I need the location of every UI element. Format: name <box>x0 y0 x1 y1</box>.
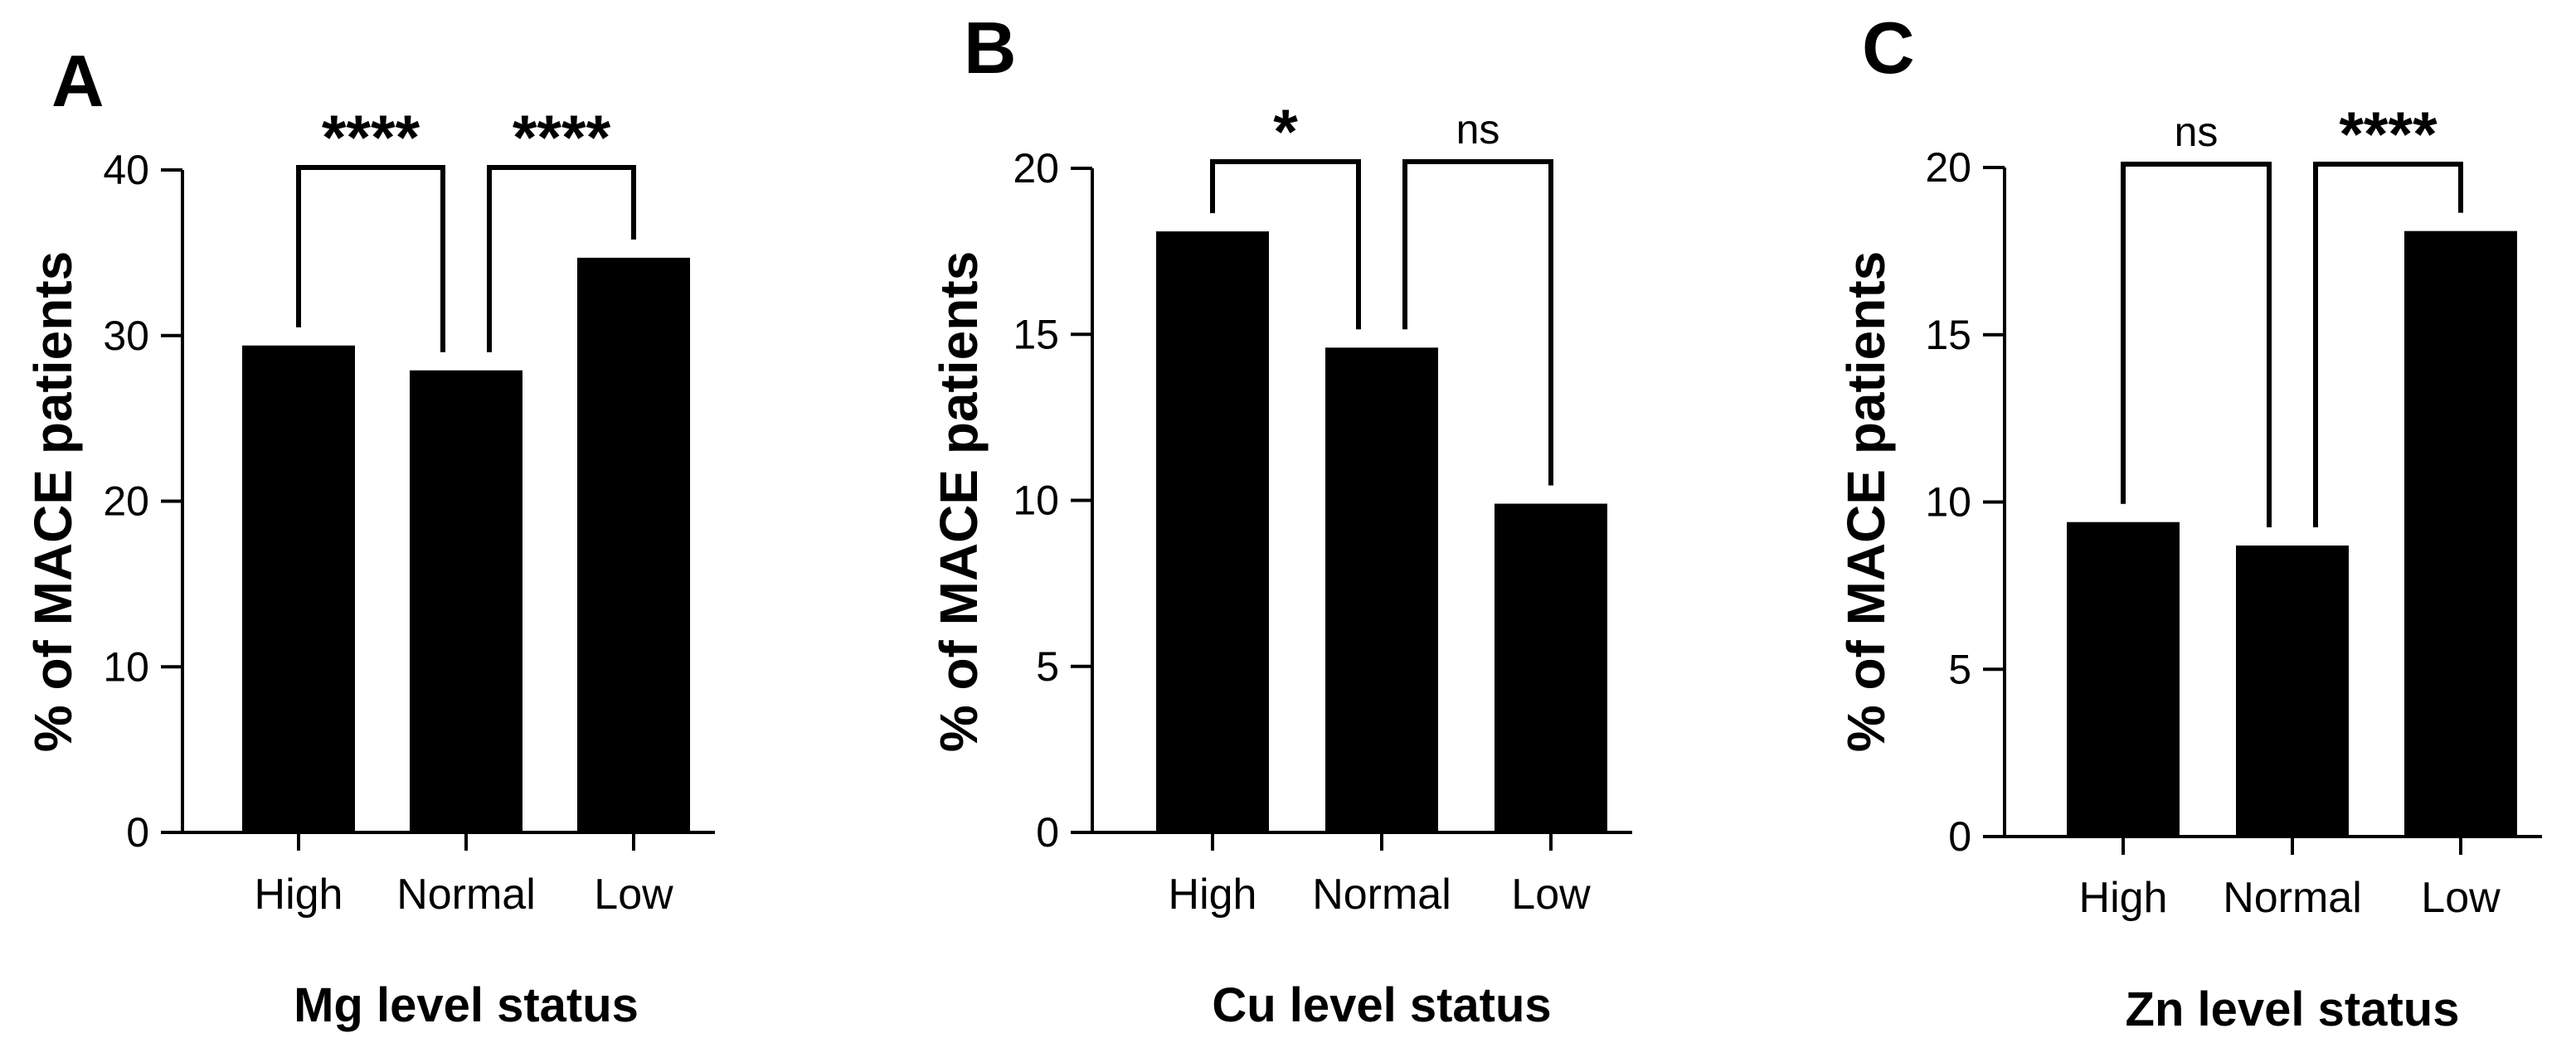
category-label: Normal <box>1312 871 1451 919</box>
panel-b: B 0 5 10 15 20 High Normal Low % of MACE patients… <box>929 7 1632 1032</box>
significance-bracket <box>2313 162 2463 527</box>
y-tick-label: 0 <box>1948 813 1971 860</box>
bar-low <box>577 257 690 832</box>
y-tick-label: 20 <box>1013 145 1059 192</box>
bar-high <box>242 345 355 832</box>
y-tick-label: 15 <box>1013 311 1059 357</box>
significance-label: **** <box>513 103 611 173</box>
y-tick-label: 40 <box>103 147 149 193</box>
significance-label: ns <box>2175 109 2219 155</box>
significance-label: **** <box>2339 99 2437 170</box>
significance-bracket <box>296 165 445 352</box>
x-axis-title: Cu level status <box>1212 978 1551 1032</box>
y-tick-label: 5 <box>1948 646 1971 692</box>
y-tick-label: 0 <box>126 809 149 856</box>
significance-bracket <box>1210 159 1361 330</box>
bar-normal <box>1325 347 1438 832</box>
y-tick-label: 5 <box>1036 643 1059 690</box>
panel-c: C 0 5 10 15 20 High Normal Low % of MACE patients… <box>1836 7 2542 1036</box>
bar-low <box>1495 503 1607 832</box>
panel-letter: A <box>51 40 104 122</box>
significance-bracket <box>1402 159 1553 486</box>
y-tick-label: 20 <box>103 478 149 525</box>
category-label: High <box>2079 874 2168 922</box>
y-tick-label: 10 <box>103 643 149 690</box>
category-label: High <box>1169 871 1257 919</box>
panel-a: A 0 10 20 30 40 High Normal Low % of MACE patient… <box>23 40 715 1032</box>
y-tick-label: 10 <box>1013 478 1059 524</box>
x-axis-title: Mg level status <box>294 978 639 1032</box>
y-axis-title: % of MACE patients <box>23 251 83 752</box>
bar-normal <box>410 370 522 832</box>
panel-letter: B <box>964 7 1017 89</box>
significance-bracket <box>487 165 636 352</box>
panel-letter: C <box>1862 7 1915 89</box>
significance-bracket <box>2121 162 2272 527</box>
category-label: Low <box>2421 874 2501 922</box>
bar-low <box>2404 230 2517 837</box>
y-axis-title: % of MACE patients <box>929 251 989 752</box>
x-axis-title: Zn level status <box>2126 982 2460 1036</box>
y-tick-label: 0 <box>1036 809 1059 856</box>
category-label: Normal <box>396 871 536 919</box>
category-label: High <box>255 871 343 919</box>
category-label: Low <box>594 871 673 919</box>
y-tick-label: 15 <box>1925 312 1971 358</box>
bar-high <box>1156 231 1269 833</box>
significance-label: ns <box>1456 106 1500 153</box>
y-tick-label: 20 <box>1925 144 1971 191</box>
y-tick-label: 30 <box>103 313 149 359</box>
y-axis-title: % of MACE patients <box>1836 251 1896 752</box>
significance-label: **** <box>322 103 420 173</box>
significance-label: * <box>1273 97 1298 167</box>
category-label: Normal <box>2223 874 2362 922</box>
bar-normal <box>2236 545 2349 837</box>
bar-high <box>2067 522 2180 837</box>
category-label: Low <box>1511 871 1591 919</box>
y-tick-label: 10 <box>1925 479 1971 526</box>
